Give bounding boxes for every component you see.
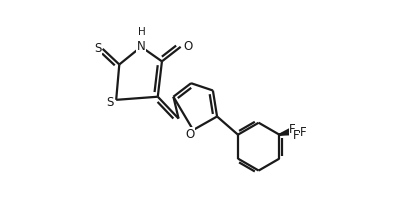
Text: F: F xyxy=(293,129,299,142)
Text: O: O xyxy=(183,40,192,53)
Text: O: O xyxy=(185,128,195,141)
Text: S: S xyxy=(106,97,114,109)
Text: F: F xyxy=(300,126,307,139)
Text: F: F xyxy=(288,123,295,136)
Text: S: S xyxy=(94,42,102,55)
Text: N: N xyxy=(137,40,145,53)
Text: H: H xyxy=(138,27,146,37)
